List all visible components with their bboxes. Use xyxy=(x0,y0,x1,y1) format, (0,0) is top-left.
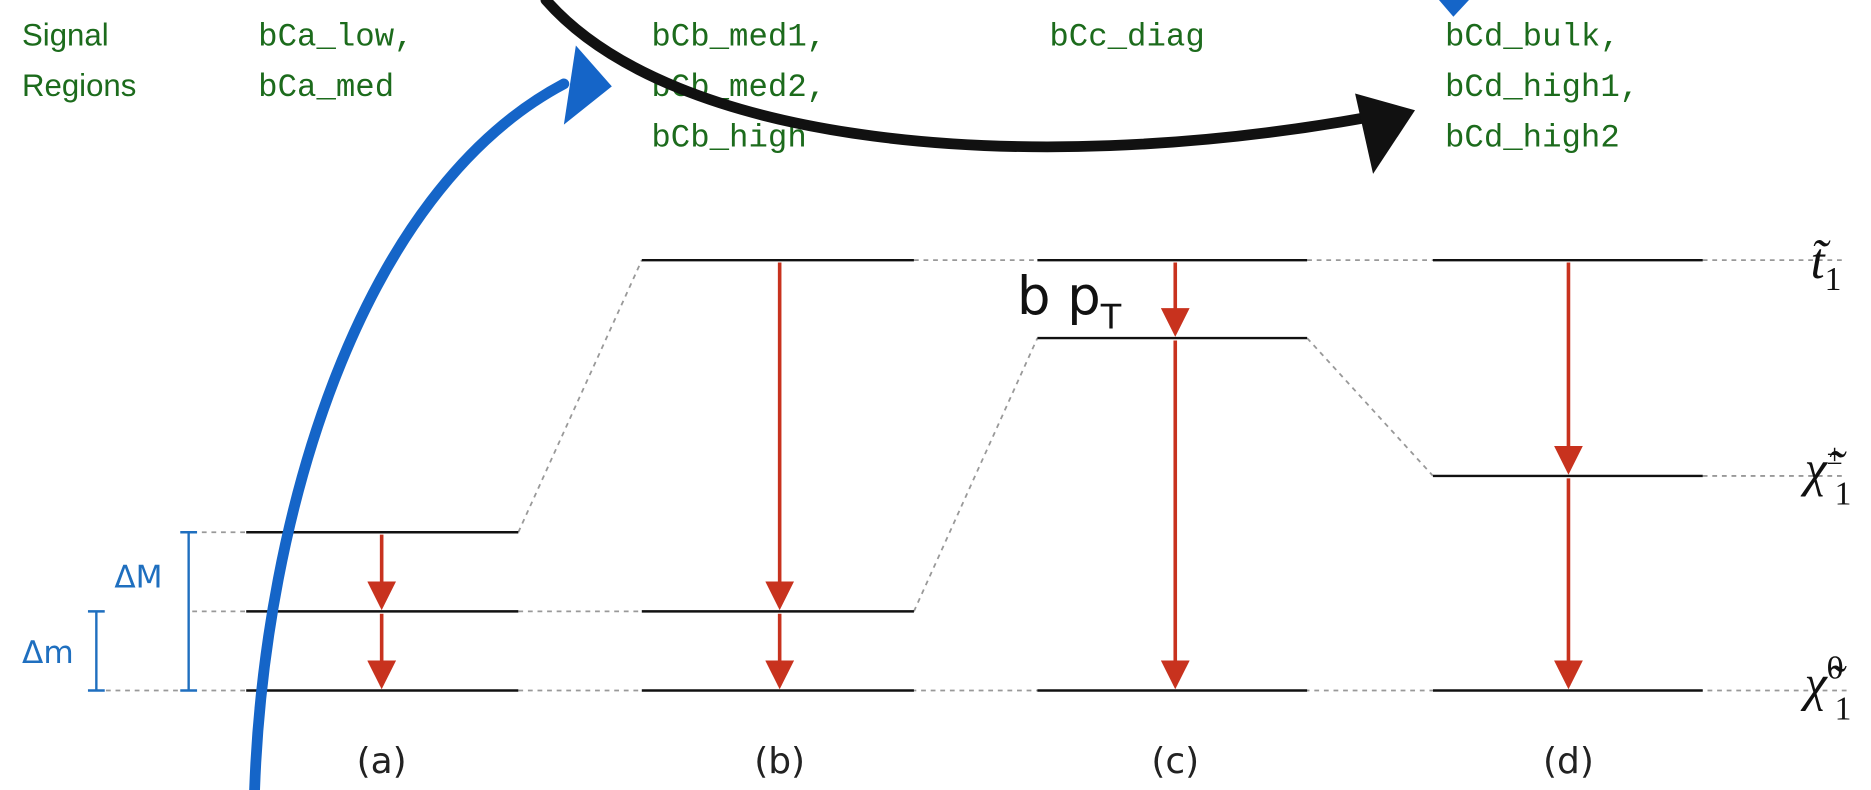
region: bCa_med xyxy=(258,69,394,106)
annotation-sub: T xyxy=(1100,297,1122,336)
diagram: Signal Regions bCa_low, bCa_med bCb_med1… xyxy=(0,0,1871,790)
region: bCb_med1, xyxy=(651,19,826,56)
label: Signal xyxy=(22,18,109,53)
hand-arrows xyxy=(255,0,1469,790)
panel-label: (a) xyxy=(357,741,407,782)
sub: 1 xyxy=(1835,690,1852,727)
region: bCd_high2 xyxy=(1445,119,1620,156)
region: bCc_diag xyxy=(1049,19,1204,56)
annotation: b pT xyxy=(1017,266,1122,336)
sup: ± xyxy=(1827,439,1843,471)
delta-m: Δm xyxy=(22,635,74,671)
annotation-text: b p xyxy=(1017,266,1101,327)
delta-M: ΔM xyxy=(114,559,162,595)
label: Regions xyxy=(22,68,136,103)
panel-label: (b) xyxy=(754,741,805,782)
sup: 0 xyxy=(1827,650,1844,687)
panel-labels: (a) (b) (c) (d) xyxy=(357,741,1594,782)
sub: 1 xyxy=(1835,476,1852,513)
panel-label: (d) xyxy=(1543,741,1594,782)
particle: χ̃±1 xyxy=(1800,439,1852,513)
levels xyxy=(246,260,1703,690)
sub: 1 xyxy=(1825,261,1842,298)
decay-arrows xyxy=(382,263,1569,686)
region: bCd_high1, xyxy=(1445,69,1639,106)
region: bCa_low, xyxy=(258,19,413,56)
particle: t̃1 xyxy=(1811,233,1842,298)
brackets xyxy=(88,532,197,690)
region: bCd_bulk, xyxy=(1445,19,1620,56)
panel-label: (c) xyxy=(1151,741,1199,782)
